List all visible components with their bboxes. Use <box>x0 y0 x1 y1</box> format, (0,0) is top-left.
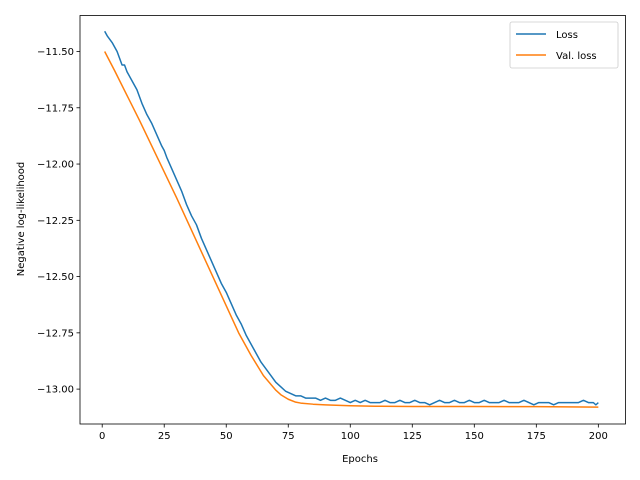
y-tick-label: −13.00 <box>37 385 74 396</box>
y-tick-label: −12.00 <box>37 160 74 171</box>
series-line-val-loss <box>104 51 599 408</box>
plot-frame <box>79 15 626 425</box>
legend-label-val-loss: Val. loss <box>556 51 597 62</box>
x-tick-label: 100 <box>341 431 360 442</box>
x-tick-label: 200 <box>589 431 608 442</box>
x-tick-label: 125 <box>403 431 422 442</box>
series-line-loss <box>104 30 599 406</box>
y-tick-label: −12.50 <box>37 272 74 283</box>
x-tick-label: 25 <box>158 431 171 442</box>
x-tick-label: 175 <box>527 431 546 442</box>
y-axis-ticks: −13.00 −12.75 −12.50 −12.25 −12.00 −11.75 −11.… <box>37 47 80 396</box>
x-axis-label: Epochs <box>342 454 378 465</box>
legend-label-loss: Loss <box>556 30 578 41</box>
y-axis-label: Negative log-likelihood <box>16 162 27 277</box>
y-tick-label: −12.75 <box>37 328 74 339</box>
series-layer <box>104 30 599 408</box>
y-tick-label: −11.50 <box>37 47 74 58</box>
x-axis-ticks: 0 25 50 75 100 125 150 175 200 <box>99 424 608 442</box>
legend: Loss Val. loss <box>509 21 619 69</box>
x-tick-label: 75 <box>282 431 295 442</box>
y-tick-label: −12.25 <box>37 216 74 227</box>
y-tick-label: −11.75 <box>37 103 74 114</box>
x-tick-label: 50 <box>220 431 233 442</box>
x-tick-label: 0 <box>99 431 105 442</box>
x-tick-label: 150 <box>465 431 484 442</box>
